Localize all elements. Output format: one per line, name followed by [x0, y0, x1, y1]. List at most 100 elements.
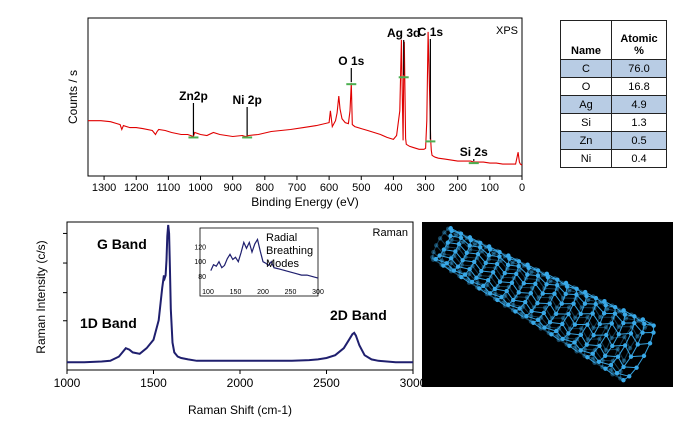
nanotube-atom: [510, 260, 515, 265]
nanotube-atom: [622, 312, 628, 317]
nanotube-atom: [434, 243, 439, 248]
nanotube-bond: [568, 307, 576, 319]
raman-x-axis-title: Raman Shift (cm-1): [188, 403, 292, 417]
nanotube-atom: [601, 311, 607, 316]
atomic-composition-table: Name Atomic% C 76.0 O 16.8 Ag 4.9 Si 1.3 Zn 0…: [560, 20, 667, 168]
nanotube-bond: [556, 328, 560, 337]
nanotube-atom: [457, 273, 462, 279]
nanotube-bond: [476, 275, 481, 283]
table-cell-name: Si: [560, 113, 612, 132]
nanotube-bond: [550, 280, 563, 285]
nanotube-atom: [542, 325, 547, 330]
nanotube-atom: [467, 243, 472, 248]
table-cell-name: Zn: [560, 131, 612, 150]
nanotube-bond: [503, 295, 506, 303]
nanotube-bond: [431, 252, 434, 258]
nanotube-atom: [430, 255, 435, 260]
nanotube-bond: [525, 278, 539, 281]
nanotube-atom: [600, 364, 605, 370]
xps-x-tick-label: 100: [481, 182, 499, 194]
nanotube-atom: [632, 314, 637, 319]
nanotube-bond: [576, 338, 586, 350]
nanotube-atom: [528, 313, 534, 319]
nanotube-bond: [481, 246, 487, 252]
nanotube-bond: [587, 299, 601, 303]
nanotube-bond: [462, 241, 471, 250]
raman-inset-y-tick-label: 100: [194, 259, 206, 266]
nanotube-atom: [484, 244, 489, 250]
nanotube-atom: [474, 255, 480, 261]
nanotube-atom: [495, 248, 500, 254]
nanotube-atom: [475, 280, 480, 285]
nanotube-atom: [481, 283, 486, 289]
xps-x-tick-label: 0: [519, 182, 525, 194]
nanotube-bond: [449, 268, 452, 272]
nanotube-atom: [542, 285, 547, 291]
nanotube-atom: [441, 263, 446, 268]
nanotube-atom: [592, 305, 597, 311]
nanotube-atom: [647, 341, 653, 346]
nanotube-atom: [549, 332, 554, 337]
nanotube-atom: [467, 247, 473, 252]
nanotube-atom: [541, 272, 546, 277]
nanotube-atom: [628, 331, 634, 336]
nanotube-atom: [492, 286, 498, 292]
nanotube-atom: [612, 311, 618, 316]
nanotube-bond: [443, 253, 455, 257]
nanotube-bond: [537, 274, 544, 281]
nanotube-atom: [618, 376, 623, 381]
raman-x-tick-label: 2500: [313, 376, 340, 390]
nanotube-atom: [536, 295, 541, 300]
raman-inset-x-tick-label: 200: [257, 289, 269, 296]
xps-x-tick-label: 1000: [188, 182, 212, 194]
nanotube-atom: [531, 305, 537, 310]
table-cell-value: 4.9: [611, 95, 667, 114]
raman-x-tick-label: 2000: [227, 376, 254, 390]
nanotube-atom: [600, 358, 605, 363]
nanotube-atom: [444, 261, 449, 266]
table-cell-value: 1.3: [611, 113, 667, 132]
nanotube-atom: [535, 300, 540, 306]
raman-inset-y-tick-label: 80: [198, 274, 206, 281]
nanotube-atom: [460, 239, 466, 245]
nanotube-bond: [512, 259, 517, 264]
nanotube-atom: [524, 313, 529, 319]
nanotube-atom: [535, 277, 541, 282]
nanotube-bond: [472, 265, 481, 276]
nanotube-atom: [544, 282, 549, 287]
nanotube-atom: [499, 295, 504, 300]
nanotube-atom: [604, 332, 609, 338]
nanotube-atom: [458, 231, 464, 236]
nanotube-atom: [560, 336, 565, 342]
nanotube-bond: [606, 305, 613, 310]
nanotube-bond: [605, 337, 613, 351]
nanotube-atom: [574, 292, 579, 297]
nanotube-atom: [506, 302, 511, 307]
nanotube-atom: [494, 261, 500, 267]
nanotube-atom: [552, 276, 558, 281]
nanotube-atom: [505, 266, 510, 272]
nanotube-bond: [468, 273, 478, 284]
nanotube-bond: [461, 264, 473, 267]
nanotube-atom: [511, 302, 516, 308]
nanotube-bond: [624, 326, 633, 338]
table-cell-value: 16.8: [611, 77, 667, 96]
nanotube-atom: [596, 359, 602, 364]
nanotube-atom: [560, 295, 566, 301]
nanotube-bond: [592, 358, 596, 363]
nanotube-atom: [497, 254, 502, 259]
nanotube-atom: [511, 297, 516, 303]
nanotube-atom: [520, 314, 526, 320]
table-cell-name: Ag: [560, 95, 612, 114]
nanotube-bond: [467, 279, 470, 283]
nanotube-atom: [609, 335, 614, 341]
nanotube-atom: [636, 318, 641, 323]
raman-inset-x-tick-label: 300: [312, 289, 324, 296]
nanotube-atom: [533, 266, 538, 272]
nanotube-atom: [531, 320, 536, 326]
raman-inset-x-tick-label: 250: [285, 289, 297, 296]
xps-plot-frame: [87, 17, 523, 177]
nanotube-bond: [593, 316, 601, 329]
nanotube-bond: [513, 277, 521, 288]
nanotube-atom: [578, 332, 584, 338]
